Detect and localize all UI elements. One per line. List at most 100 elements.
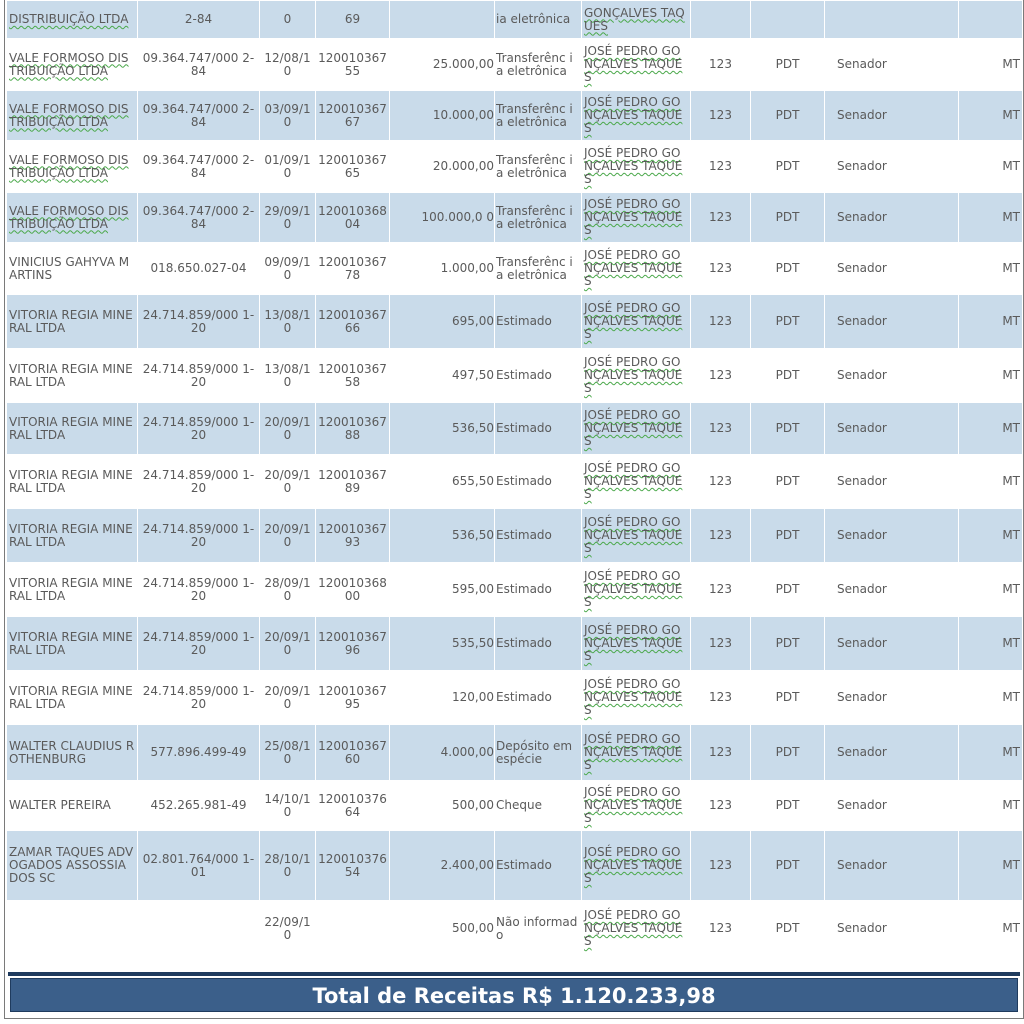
candidate-number-cell: 123 [690, 90, 751, 141]
candidate-number-cell: 123 [690, 724, 751, 781]
document-cell: 452.265.981-49 [137, 780, 260, 831]
state-cell: MT [958, 780, 1023, 831]
donor-cell: WALTER PEREIRA [6, 780, 138, 831]
candidate-number-cell: 123 [690, 670, 751, 725]
value-cell: 10.000,00 [389, 90, 495, 141]
date-cell: 20/09/1 0 [259, 616, 316, 671]
date-cell: 25/08/1 0 [259, 724, 316, 781]
document-cell: 24.714.859/000 1-20 [137, 454, 260, 509]
table-row: VALE FORMOSO DISTRIBUIÇÃO LTDA 09.364.747… [6, 192, 1023, 243]
value-cell: 4.000,00 [389, 724, 495, 781]
candidate-number-cell: 123 [690, 616, 751, 671]
receipt-type-cell: Cheque [494, 780, 582, 831]
party-cell: PDT [750, 724, 825, 781]
date-cell: 20/09/1 0 [259, 670, 316, 725]
office-cell: Senador [824, 140, 959, 193]
value-cell: 2.400,00 [389, 830, 495, 901]
office-cell: Senador [824, 508, 959, 563]
candidate-cell: JOSÉ PEDRO GONÇALVES TAQUES [581, 192, 691, 243]
state-cell: MT [958, 454, 1023, 509]
date-cell: 28/09/1 0 [259, 562, 316, 617]
party-cell: PDT [750, 670, 825, 725]
donor-cell: VITORIA REGIA MINERAL LTDA [6, 348, 138, 403]
candidate-number-cell: 123 [690, 140, 751, 193]
value-cell: 655,50 [389, 454, 495, 509]
date-cell: 09/09/1 0 [259, 242, 316, 295]
receipt-type-cell: Estimado [494, 294, 582, 349]
date-cell: 14/10/1 0 [259, 780, 316, 831]
document-cell: 24.714.859/000 1-20 [137, 508, 260, 563]
donor-cell: VITORIA REGIA MINERAL LTDA [6, 616, 138, 671]
table-row: ZAMAR TAQUES ADVOGADOS ASSOSSIADOS SC 02.… [6, 830, 1023, 901]
state-cell [958, 0, 1023, 39]
receipt-number-cell: 120010367 65 [315, 140, 390, 193]
document-cell: 02.801.764/000 1-01 [137, 830, 260, 901]
office-cell: Senador [824, 402, 959, 455]
candidate-cell: GONÇALVES TAQUES [581, 0, 691, 39]
document-cell: 24.714.859/000 1-20 [137, 402, 260, 455]
office-cell: Senador [824, 90, 959, 141]
office-cell: Senador [824, 670, 959, 725]
receipt-type-cell: Transferênc ia eletrônica [494, 38, 582, 91]
value-cell: 100.000,0 0 [389, 192, 495, 243]
state-cell: MT [958, 90, 1023, 141]
receipt-number-cell: 120010376 54 [315, 830, 390, 901]
candidate-number-cell: 123 [690, 242, 751, 295]
candidate-number-cell: 123 [690, 780, 751, 831]
party-cell: PDT [750, 562, 825, 617]
date-cell: 13/08/1 0 [259, 348, 316, 403]
receipt-number-cell: 120010367 60 [315, 724, 390, 781]
party-cell: PDT [750, 140, 825, 193]
document-cell: 24.714.859/000 1-20 [137, 294, 260, 349]
receipt-number-cell: 120010367 78 [315, 242, 390, 295]
candidate-cell: JOSÉ PEDRO GONÇALVES TAQUES [581, 562, 691, 617]
total-receipts-banner: Total de Receitas R$ 1.120.233,98 [10, 978, 1018, 1012]
candidate-number-cell: 123 [690, 402, 751, 455]
donor-cell: VALE FORMOSO DISTRIBUIÇÃO LTDA [6, 90, 138, 141]
receipts-table: DISTRIBUIÇÃO LTDA 2-84 0 69 ia eletrônica GON… [6, 0, 1023, 957]
receipt-number-cell: 120010367 58 [315, 348, 390, 403]
state-cell: MT [958, 38, 1023, 91]
candidate-cell: JOSÉ PEDRO GONÇALVES TAQUES [581, 670, 691, 725]
party-cell: PDT [750, 242, 825, 295]
state-cell: MT [958, 242, 1023, 295]
document-cell: 09.364.747/000 2-84 [137, 38, 260, 91]
date-cell: 13/08/1 0 [259, 294, 316, 349]
state-cell: MT [958, 348, 1023, 403]
document-cell: 2-84 [137, 0, 260, 39]
value-cell: 536,50 [389, 402, 495, 455]
table-row: VITORIA REGIA MINERAL LTDA 24.714.859/000… [6, 402, 1023, 455]
table-row: VITORIA REGIA MINERAL LTDA 24.714.859/000… [6, 616, 1023, 671]
date-cell: 03/09/1 0 [259, 90, 316, 141]
office-cell: Senador [824, 900, 959, 957]
party-cell: PDT [750, 38, 825, 91]
receipt-type-cell: Transferênc ia eletrônica [494, 192, 582, 243]
donor-cell: VITORIA REGIA MINERAL LTDA [6, 562, 138, 617]
state-cell: MT [958, 724, 1023, 781]
value-cell: 695,00 [389, 294, 495, 349]
donor-cell: VALE FORMOSO DISTRIBUIÇÃO LTDA [6, 140, 138, 193]
candidate-cell: JOSÉ PEDRO GONÇALVES TAQUES [581, 508, 691, 563]
donor-cell: VITORIA REGIA MINERAL LTDA [6, 508, 138, 563]
donor-cell: VITORIA REGIA MINERAL LTDA [6, 454, 138, 509]
receipt-type-cell: Estimado [494, 830, 582, 901]
candidate-cell: JOSÉ PEDRO GONÇALVES TAQUES [581, 780, 691, 831]
receipt-number-cell: 69 [315, 0, 390, 39]
receipt-type-cell: Depósito em espécie [494, 724, 582, 781]
receipt-type-cell: Estimado [494, 670, 582, 725]
donor-cell: VALE FORMOSO DISTRIBUIÇÃO LTDA [6, 192, 138, 243]
value-cell: 500,00 [389, 900, 495, 957]
table-row: VALE FORMOSO DISTRIBUIÇÃO LTDA 09.364.747… [6, 140, 1023, 193]
candidate-number-cell: 123 [690, 562, 751, 617]
office-cell: Senador [824, 294, 959, 349]
candidate-cell: JOSÉ PEDRO GONÇALVES TAQUES [581, 294, 691, 349]
document-cell: 018.650.027-04 [137, 242, 260, 295]
office-cell: Senador [824, 242, 959, 295]
party-cell: PDT [750, 830, 825, 901]
receipt-type-cell: Não informado [494, 900, 582, 957]
date-cell: 01/09/1 0 [259, 140, 316, 193]
value-cell: 25.000,00 [389, 38, 495, 91]
party-cell: PDT [750, 90, 825, 141]
value-cell: 1.000,00 [389, 242, 495, 295]
office-cell: Senador [824, 192, 959, 243]
